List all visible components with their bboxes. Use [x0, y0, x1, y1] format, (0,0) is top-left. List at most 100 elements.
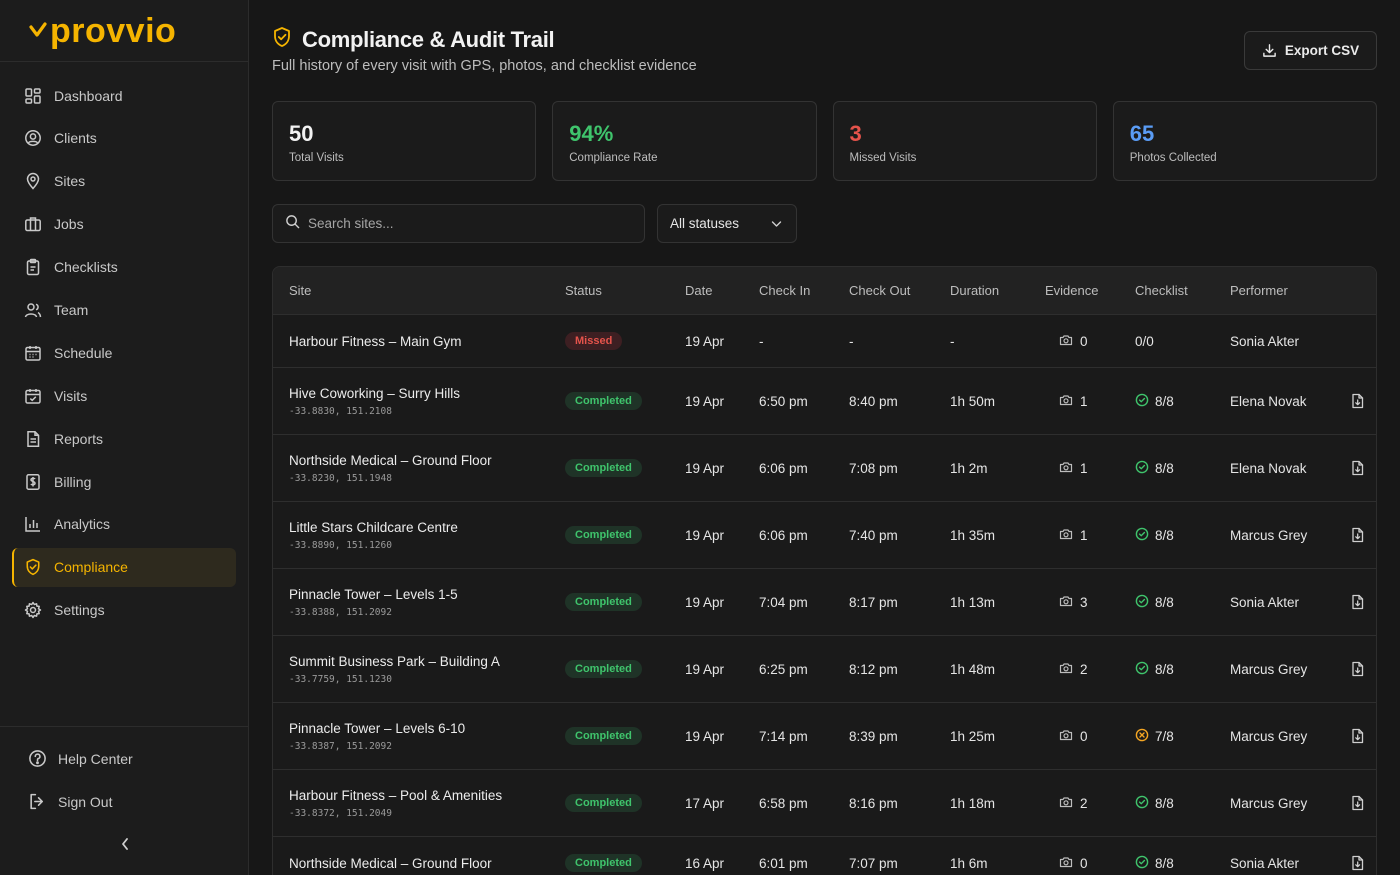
users-icon: [23, 300, 43, 320]
evidence-cell[interactable]: 2: [1045, 662, 1135, 677]
site-cell: Northside Medical – Ground Floor -33.8230…: [273, 453, 565, 484]
checklist-score: 8/8: [1155, 393, 1174, 409]
collapse-sidebar-button[interactable]: [115, 836, 135, 852]
check-out-cell: 7:07 pm: [849, 855, 898, 871]
sidebar-item-team[interactable]: Team: [12, 290, 236, 329]
sidebar-item-checklists[interactable]: Checklists: [12, 248, 236, 287]
table-row[interactable]: Summit Business Park – Building A -33.775…: [273, 636, 1376, 703]
column-header-checklist[interactable]: Checklist: [1135, 283, 1188, 298]
download-report-icon[interactable]: [1350, 855, 1365, 871]
evidence-cell[interactable]: 1: [1045, 528, 1135, 543]
sidebar-item-settings[interactable]: Settings: [12, 591, 236, 630]
evidence-cell[interactable]: 0: [1045, 856, 1135, 871]
site-name[interactable]: Pinnacle Tower – Levels 6-10: [289, 720, 466, 736]
check-in-cell: 6:25 pm: [759, 661, 808, 677]
actions-cell: [1342, 661, 1372, 677]
check-in-cell: 7:04 pm: [759, 594, 808, 610]
status-cell: Completed: [565, 526, 685, 544]
download-report-icon[interactable]: [1350, 795, 1365, 811]
column-header-check-out[interactable]: Check Out: [849, 283, 911, 298]
table-row[interactable]: Harbour Fitness – Pool & Amenities -33.83…: [273, 770, 1376, 837]
sidebar-item-dashboard[interactable]: Dashboard: [12, 76, 236, 115]
sidebar-item-jobs[interactable]: Jobs: [12, 205, 236, 244]
download-report-icon[interactable]: [1350, 527, 1365, 543]
stat-card-total-visits: 50 Total Visits: [272, 101, 537, 181]
sidebar-item-label: Dashboard: [54, 87, 123, 104]
check-circle-icon: [1135, 527, 1149, 544]
camera-icon: [1059, 662, 1073, 677]
evidence-cell[interactable]: 0: [1045, 334, 1135, 349]
table-row[interactable]: Northside Medical – Ground Floor Complete…: [273, 837, 1376, 875]
column-header-performer[interactable]: Performer: [1230, 283, 1288, 298]
stat-value: 94%: [569, 121, 614, 146]
sidebar-item-compliance[interactable]: Compliance: [12, 547, 236, 587]
evidence-cell[interactable]: 0: [1045, 729, 1135, 744]
photo-count: 0: [1080, 728, 1088, 744]
status-filter-value: All statuses: [670, 216, 740, 231]
camera-icon: [1059, 334, 1073, 349]
search-input[interactable]: [308, 216, 608, 231]
gps-coordinates: -33.8372, 151.2049: [289, 807, 392, 819]
table-row[interactable]: Hive Coworking – Surry Hills -33.8830, 15…: [273, 368, 1376, 435]
checklist-cell: 7/8: [1135, 728, 1230, 745]
column-header-date[interactable]: Date: [685, 283, 713, 298]
site-name[interactable]: Pinnacle Tower – Levels 1-5: [289, 586, 458, 602]
column-header-evidence[interactable]: Evidence: [1045, 283, 1099, 298]
stat-card-compliance-rate: 94% Compliance Rate: [552, 101, 817, 181]
site-name[interactable]: Harbour Fitness – Pool & Amenities: [289, 787, 503, 803]
column-header-site[interactable]: Site: [289, 283, 312, 298]
checklist-score: 8/8: [1155, 527, 1174, 543]
column-header-duration[interactable]: Duration: [950, 283, 1000, 298]
site-name[interactable]: Summit Business Park – Building A: [289, 653, 500, 669]
download-report-icon[interactable]: [1350, 594, 1365, 610]
table-row[interactable]: Northside Medical – Ground Floor -33.8230…: [273, 435, 1376, 502]
sidebar: provvio Dashboard Clients Sites Jobs Checkli…: [0, 0, 249, 875]
download-report-icon[interactable]: [1350, 661, 1365, 677]
status-cell: Completed: [565, 727, 685, 745]
site-name[interactable]: Northside Medical – Ground Floor: [289, 855, 492, 871]
logo[interactable]: provvio: [0, 0, 248, 62]
column-header-status[interactable]: Status: [565, 283, 602, 298]
site-cell: Hive Coworking – Surry Hills -33.8830, 15…: [273, 386, 565, 417]
export-csv-button[interactable]: Export CSV: [1244, 31, 1377, 70]
table-row[interactable]: Pinnacle Tower – Levels 1-5 -33.8388, 151…: [273, 569, 1376, 636]
photo-count: 1: [1080, 527, 1088, 543]
site-name[interactable]: Harbour Fitness – Main Gym: [289, 333, 462, 349]
check-out-cell: 7:40 pm: [849, 527, 898, 543]
column-header-check-in[interactable]: Check In: [759, 283, 811, 298]
table-row[interactable]: Pinnacle Tower – Levels 6-10 -33.8387, 15…: [273, 703, 1376, 770]
search-box[interactable]: [272, 204, 645, 243]
status-badge: Completed: [565, 854, 642, 872]
download-report-icon[interactable]: [1350, 393, 1365, 409]
sidebar-item-billing[interactable]: Billing: [12, 462, 236, 501]
sign-out-icon: [27, 792, 47, 812]
checklist-cell: 8/8: [1135, 795, 1230, 812]
sidebar-item-schedule[interactable]: Schedule: [12, 333, 236, 372]
sidebar-item-analytics[interactable]: Analytics: [12, 505, 236, 544]
site-name[interactable]: Little Stars Childcare Centre: [289, 519, 458, 535]
site-name[interactable]: Northside Medical – Ground Floor: [289, 452, 492, 468]
check-circle-icon: [1135, 795, 1149, 812]
table-body: Harbour Fitness – Main Gym Missed 19 Apr - -…: [273, 315, 1376, 875]
sidebar-item-reports[interactable]: Reports: [12, 419, 236, 458]
sidebar-item-visits[interactable]: Visits: [12, 376, 236, 415]
evidence-cell[interactable]: 2: [1045, 796, 1135, 811]
table-row[interactable]: Little Stars Childcare Centre -33.8890, 1…: [273, 502, 1376, 569]
sidebar-item-clients[interactable]: Clients: [12, 119, 236, 158]
download-report-icon[interactable]: [1350, 460, 1365, 476]
evidence-cell[interactable]: 3: [1045, 595, 1135, 610]
checklist-cell: 0/0: [1135, 334, 1230, 349]
sidebar-item-sign-out[interactable]: Sign Out: [16, 782, 236, 821]
evidence-cell[interactable]: 1: [1045, 394, 1135, 409]
sidebar-item-help-center[interactable]: Help Center: [16, 739, 236, 778]
table-row[interactable]: Harbour Fitness – Main Gym Missed 19 Apr - -…: [273, 315, 1376, 368]
filters-bar: All statuses: [272, 204, 1377, 243]
site-name[interactable]: Hive Coworking – Surry Hills: [289, 385, 461, 401]
shield-check-icon: [272, 26, 292, 53]
status-filter-select[interactable]: All statuses: [657, 204, 797, 243]
search-icon: [285, 214, 300, 234]
evidence-cell[interactable]: 1: [1045, 461, 1135, 476]
duration-cell: 1h 48m: [950, 661, 996, 677]
download-report-icon[interactable]: [1350, 728, 1365, 744]
sidebar-item-sites[interactable]: Sites: [12, 162, 236, 201]
